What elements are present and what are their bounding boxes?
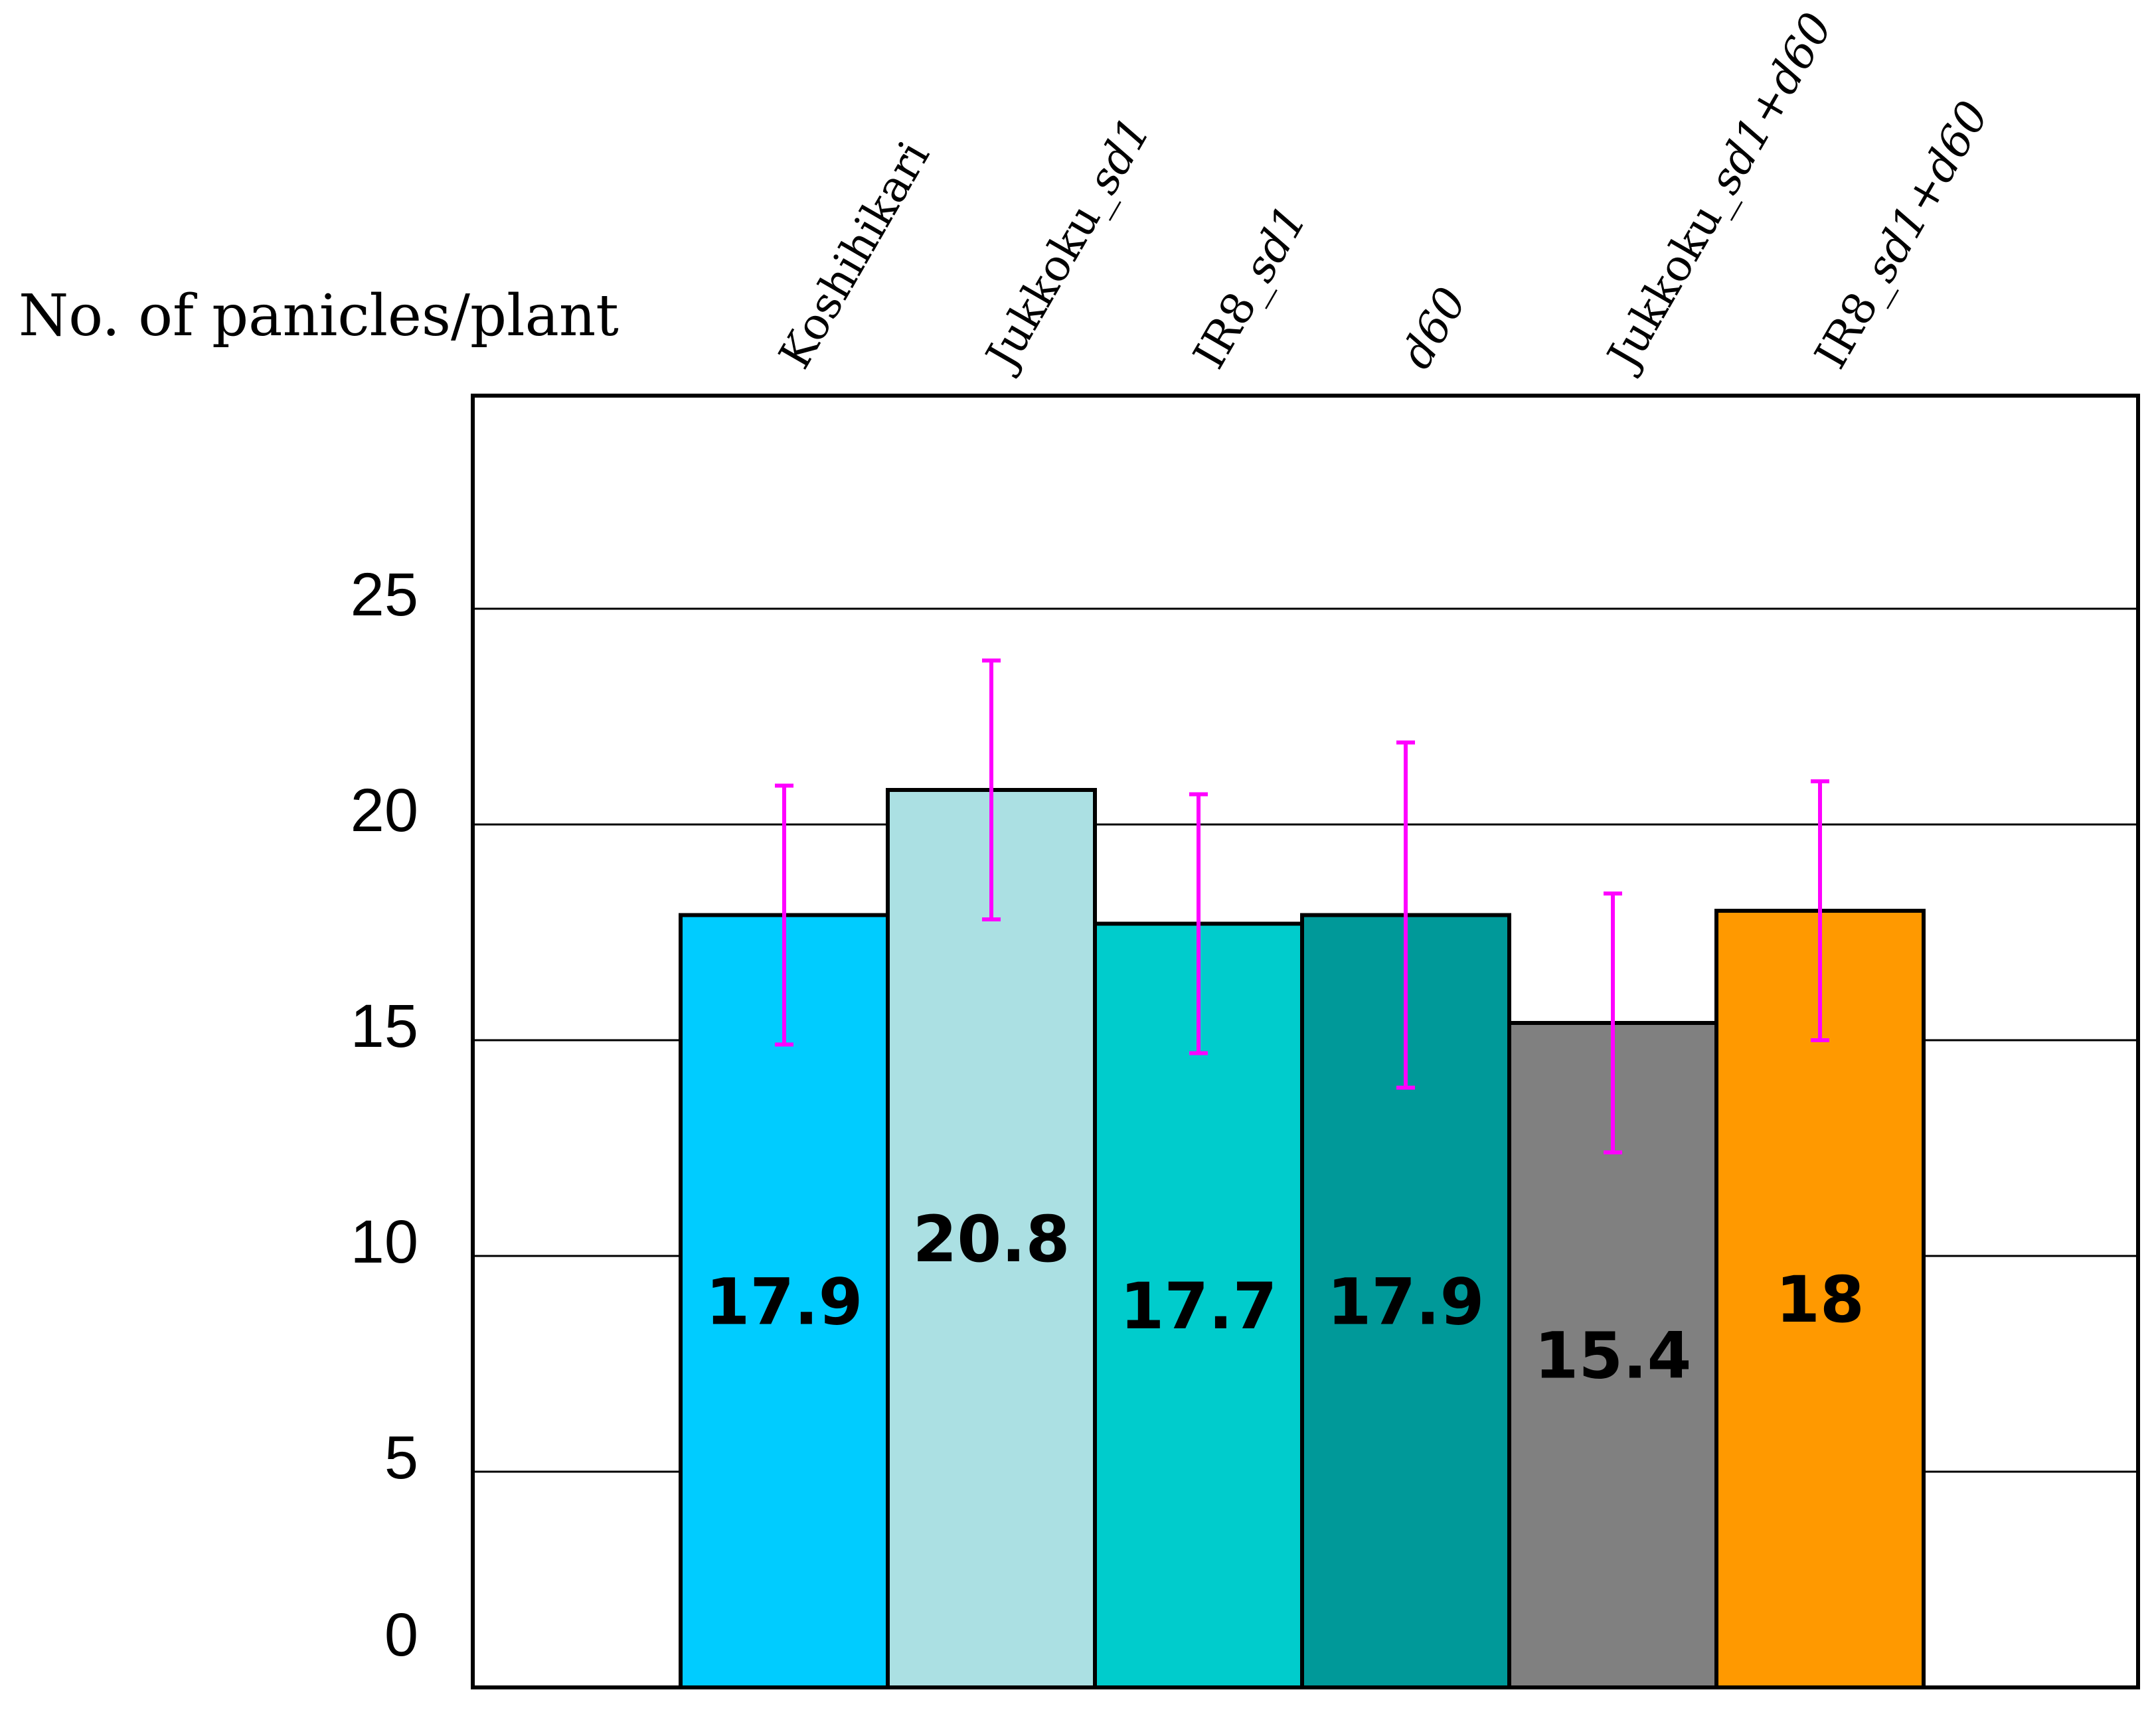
error-bar — [1396, 740, 1415, 1090]
error-bar — [1189, 792, 1208, 1055]
y-tick-label: 15 — [351, 992, 418, 1060]
y-tick-label: 25 — [351, 561, 418, 629]
value-label: 18 — [1776, 1263, 1865, 1337]
bars — [679, 788, 1926, 1689]
y-tick-label: 20 — [351, 777, 418, 844]
y-tick-labels: 0 5 10 15 20 25 — [351, 561, 418, 1669]
plot-frame — [471, 394, 2140, 1689]
value-label: 20.8 — [913, 1202, 1070, 1277]
y-tick-label: 5 — [384, 1424, 418, 1492]
category-label: Koshihikari — [769, 133, 940, 377]
error-bar — [775, 783, 793, 1047]
error-bar — [982, 659, 1001, 921]
error-bars — [775, 659, 1829, 1154]
error-bar — [1811, 779, 1829, 1042]
y-tick-label: 0 — [384, 1601, 418, 1669]
y-tick-label: 10 — [351, 1208, 418, 1276]
value-label: 15.4 — [1534, 1319, 1692, 1393]
category-label: IR8_sd1 — [1183, 197, 1317, 377]
value-label: 17.9 — [1327, 1265, 1485, 1339]
category-label: Jukkoku_sd1 — [974, 109, 1161, 380]
category-label: d60 — [1390, 279, 1477, 377]
value-labels: 17.9 20.8 17.7 17.9 15.4 18 — [706, 1202, 1865, 1393]
category-label: Jukkoku_sd1+d60 — [1596, 5, 1843, 381]
value-label: 17.7 — [1120, 1269, 1278, 1344]
y-axis-label: No. of panicles/plant — [19, 283, 619, 349]
error-bar — [1604, 892, 1622, 1154]
category-label: IR8_sd1+d60 — [1805, 92, 1999, 377]
value-label: 17.9 — [706, 1265, 863, 1339]
